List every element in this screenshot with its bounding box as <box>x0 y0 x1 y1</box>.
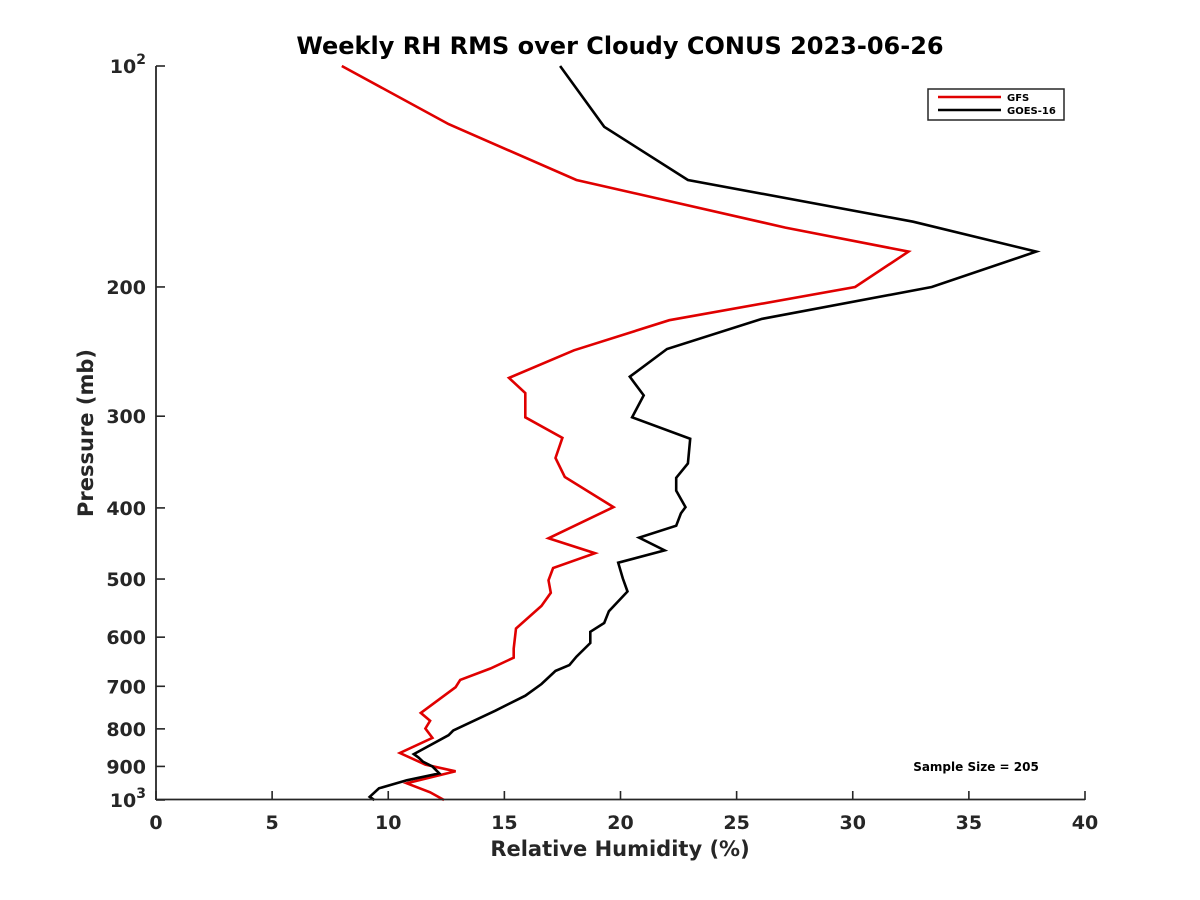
legend-box <box>927 88 1065 121</box>
x-tick-label: 5 <box>266 812 279 834</box>
y-tick-label: 500 <box>106 569 146 591</box>
legend-label-goes16: GOES-16 <box>1007 106 1056 117</box>
y-tick-label: 200 <box>106 277 146 299</box>
y-tick-label: 400 <box>106 498 146 520</box>
x-tick-label: 25 <box>723 812 749 834</box>
y-tick-label: 103 <box>110 786 146 812</box>
x-ticks: 0 5 10 15 20 25 30 35 40 <box>149 791 1098 834</box>
x-tick-label: 30 <box>840 812 866 834</box>
y-tick-label: 300 <box>106 406 146 428</box>
y-axis-label: Pressure (mb) <box>74 349 98 517</box>
series-line-goes16 <box>367 65 1041 802</box>
x-tick-label: 40 <box>1072 812 1098 834</box>
y-tick-label: 102 <box>110 52 146 78</box>
x-tick-label: 15 <box>491 812 517 834</box>
x-tick-label: 0 <box>149 812 162 834</box>
y-tick-label: 600 <box>106 627 146 649</box>
series-line-gfs <box>341 64 912 802</box>
y-ticks: 102 200 300 400 500 600 700 800 900 103 <box>106 52 165 812</box>
sample-size-annotation: Sample Size = 205 <box>913 760 1039 774</box>
y-tick-label: 900 <box>106 756 146 778</box>
series-layer <box>341 64 1041 802</box>
y-tick-label: 700 <box>106 676 146 698</box>
x-tick-label: 35 <box>956 812 982 834</box>
x-tick-label: 10 <box>375 812 401 834</box>
y-tick-label: 800 <box>106 719 146 741</box>
x-tick-label: 20 <box>607 812 633 834</box>
legend: GFS GOES-16 <box>927 88 1065 121</box>
x-axis-label: Relative Humidity (%) <box>490 837 749 861</box>
chart-title: Weekly RH RMS over Cloudy CONUS 2023-06-… <box>296 32 943 60</box>
legend-label-gfs: GFS <box>1007 93 1029 104</box>
